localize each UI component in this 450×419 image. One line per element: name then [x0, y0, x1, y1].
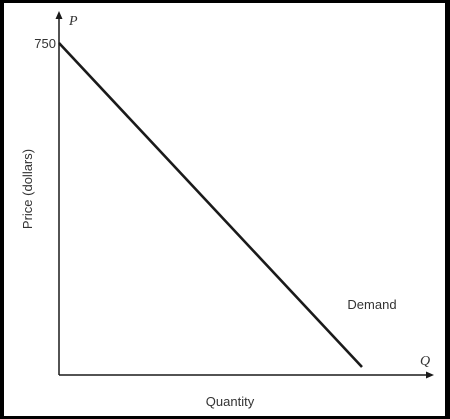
demand-chart: P Q 750 Quantity Price (dollars) Demand — [20, 11, 434, 409]
x-axis-arrowhead — [426, 371, 434, 379]
y-axis-label: Price (dollars) — [20, 149, 35, 229]
x-axis-symbol: Q — [420, 354, 430, 369]
y-tick-label: 750 — [34, 36, 56, 51]
y-axis-arrowhead — [55, 11, 63, 19]
x-axis-label: Quantity — [206, 394, 255, 409]
demand-series-label: Demand — [347, 297, 396, 312]
chart-frame: P Q 750 Quantity Price (dollars) Demand — [4, 3, 445, 416]
demand-curve — [58, 42, 363, 368]
y-axis-symbol: P — [68, 14, 78, 29]
